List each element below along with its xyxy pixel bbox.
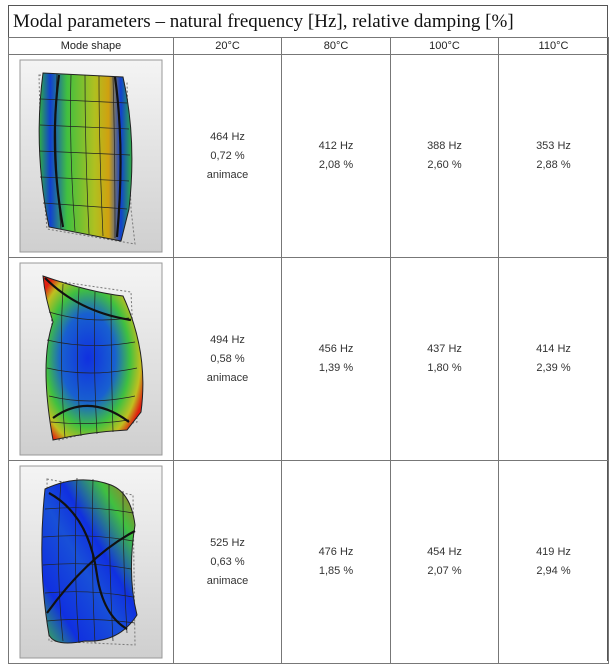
frequency-value: 454 Hz (427, 546, 462, 558)
damping-value: 0,72 % (210, 149, 245, 162)
table-row: 494 Hz 0,58 % animace 456 Hz 1,39 % 437 … (8, 257, 609, 461)
frequency-value: 464 Hz (210, 130, 245, 143)
damping-value: 2,08 % (318, 159, 354, 171)
freq-cell-80c: 456 Hz 1,39 % (281, 257, 391, 461)
mode-shape-cell (8, 257, 174, 461)
freq-cell-100c: 388 Hz 2,60 % (390, 54, 499, 258)
frequency-value: 525 Hz (210, 536, 245, 549)
header-row: Mode shape 20°C 80°C 100°C 110°C (8, 37, 609, 55)
frequency-value: 476 Hz (318, 546, 354, 558)
header-100c: 100°C (390, 37, 499, 55)
damping-value: 1,80 % (427, 362, 462, 374)
mode-shape-3-image (19, 465, 163, 659)
table-row: 525 Hz 0,63 % animace 476 Hz 1,85 % 454 … (8, 460, 609, 664)
mode-shape-1-image (19, 59, 163, 253)
mode-shape-cell (8, 460, 174, 664)
damping-value: 2,94 % (536, 565, 571, 577)
freq-cell-20c: 494 Hz 0,58 % animace (173, 257, 282, 461)
damping-value: 0,58 % (210, 352, 245, 365)
frequency-value: 353 Hz (536, 140, 571, 152)
damping-value: 1,85 % (318, 565, 354, 577)
freq-cell-110c: 414 Hz 2,39 % (498, 257, 609, 461)
freq-cell-100c: 437 Hz 1,80 % (390, 257, 499, 461)
modal-parameters-table-frame: Modal parameters – natural frequency [Hz… (8, 5, 609, 664)
freq-cell-80c: 476 Hz 1,85 % (281, 460, 391, 664)
mode-shape-2-image (19, 262, 163, 456)
mode-shape-cell (8, 54, 174, 258)
damping-value: 2,39 % (536, 362, 571, 374)
freq-cell-20c: 464 Hz 0,72 % animace (173, 54, 282, 258)
freq-cell-80c: 412 Hz 2,08 % (281, 54, 391, 258)
animation-link[interactable]: animace (206, 371, 249, 384)
table-row: 464 Hz 0,72 % animace 412 Hz 2,08 % 388 … (8, 54, 609, 258)
frequency-value: 456 Hz (318, 343, 354, 355)
freq-cell-110c: 419 Hz 2,94 % (498, 460, 609, 664)
header-80c: 80°C (281, 37, 391, 55)
damping-value: 2,60 % (427, 159, 462, 171)
animation-link[interactable]: animace (206, 168, 249, 181)
damping-value: 2,88 % (536, 159, 571, 171)
frequency-value: 419 Hz (536, 546, 571, 558)
frequency-value: 412 Hz (318, 140, 354, 152)
header-mode-shape: Mode shape (8, 37, 174, 55)
header-110c: 110°C (498, 37, 609, 55)
frequency-value: 388 Hz (427, 140, 462, 152)
damping-value: 0,63 % (210, 555, 245, 568)
frequency-value: 437 Hz (427, 343, 462, 355)
freq-cell-20c: 525 Hz 0,63 % animace (173, 460, 282, 664)
animation-link[interactable]: animace (206, 574, 249, 587)
modal-parameters-table: Mode shape 20°C 80°C 100°C 110°C (8, 37, 609, 664)
damping-value: 2,07 % (427, 565, 462, 577)
freq-cell-100c: 454 Hz 2,07 % (390, 460, 499, 664)
damping-value: 1,39 % (318, 362, 354, 374)
header-20c: 20°C (173, 37, 282, 55)
freq-cell-110c: 353 Hz 2,88 % (498, 54, 609, 258)
table-title: Modal parameters – natural frequency [Hz… (9, 6, 607, 38)
frequency-value: 494 Hz (210, 333, 245, 346)
frequency-value: 414 Hz (536, 343, 571, 355)
